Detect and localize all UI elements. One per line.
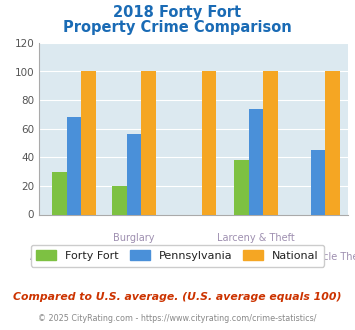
Bar — [325, 72, 340, 214]
Text: All Property Crime: All Property Crime — [29, 252, 118, 262]
Bar — [141, 72, 156, 214]
Text: Larceny & Theft: Larceny & Theft — [217, 233, 295, 243]
Text: Arson: Arson — [180, 252, 208, 262]
Text: 2018 Forty Fort: 2018 Forty Fort — [114, 5, 241, 20]
Text: Compared to U.S. average. (U.S. average equals 100): Compared to U.S. average. (U.S. average … — [13, 292, 342, 302]
Text: © 2025 CityRating.com - https://www.cityrating.com/crime-statistics/: © 2025 CityRating.com - https://www.city… — [38, 314, 317, 323]
Text: Motor Vehicle Theft: Motor Vehicle Theft — [271, 252, 355, 262]
Bar — [202, 72, 216, 214]
Legend: Forty Fort, Pennsylvania, National: Forty Fort, Pennsylvania, National — [31, 245, 324, 267]
Bar — [263, 72, 278, 214]
Bar — [81, 72, 96, 214]
Text: Burglary: Burglary — [113, 233, 155, 243]
Bar — [249, 109, 263, 214]
Bar — [67, 117, 81, 214]
Bar — [52, 172, 67, 214]
Bar — [311, 150, 325, 214]
Bar — [112, 186, 127, 215]
Bar — [234, 160, 249, 214]
Bar — [127, 134, 141, 214]
Text: Property Crime Comparison: Property Crime Comparison — [63, 20, 292, 35]
